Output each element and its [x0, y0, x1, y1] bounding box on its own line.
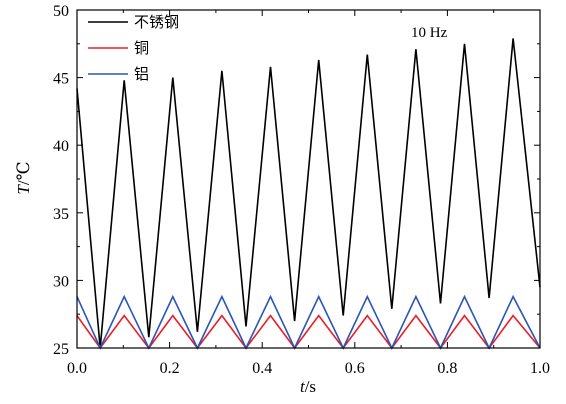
series-line: [76, 294, 541, 350]
series-layer: [76, 38, 541, 350]
x-axis-variable: t: [300, 377, 306, 396]
y-tick-label: 25: [53, 341, 69, 358]
y-axis-label: T/℃: [14, 161, 33, 194]
y-tick-label: 45: [53, 71, 69, 88]
series-line: [76, 314, 541, 350]
y-tick-label: 40: [53, 138, 69, 155]
x-tick-label: 0.4: [252, 360, 272, 377]
tick-labels: 0.0 0.2 0.4 0.6 0.8 1.0 25 30 35 40 45 50: [53, 3, 550, 377]
y-tick-label: 30: [53, 273, 69, 290]
legend-label: 铝: [134, 65, 149, 83]
y-axis-unit: /℃: [14, 161, 33, 185]
x-tick-label: 1.0: [530, 360, 550, 377]
x-tick-label: 0.2: [160, 360, 180, 377]
frequency-annotation: 10 Hz: [411, 25, 448, 41]
x-tick-label: 0.8: [437, 360, 457, 377]
y-tick-label: 35: [53, 206, 69, 223]
x-tick-label: 0.6: [345, 360, 365, 377]
series-line: [76, 38, 541, 349]
legend-label: 铜: [134, 39, 149, 57]
y-tick-label: 50: [53, 3, 69, 20]
x-tick-label: 0.0: [67, 360, 87, 377]
legend-label: 不锈钢: [134, 13, 179, 31]
x-axis-unit: /s: [305, 377, 316, 396]
x-axis-label: t/s: [300, 377, 316, 396]
y-axis-variable: T: [14, 184, 33, 195]
plot-frame: [76, 9, 541, 349]
